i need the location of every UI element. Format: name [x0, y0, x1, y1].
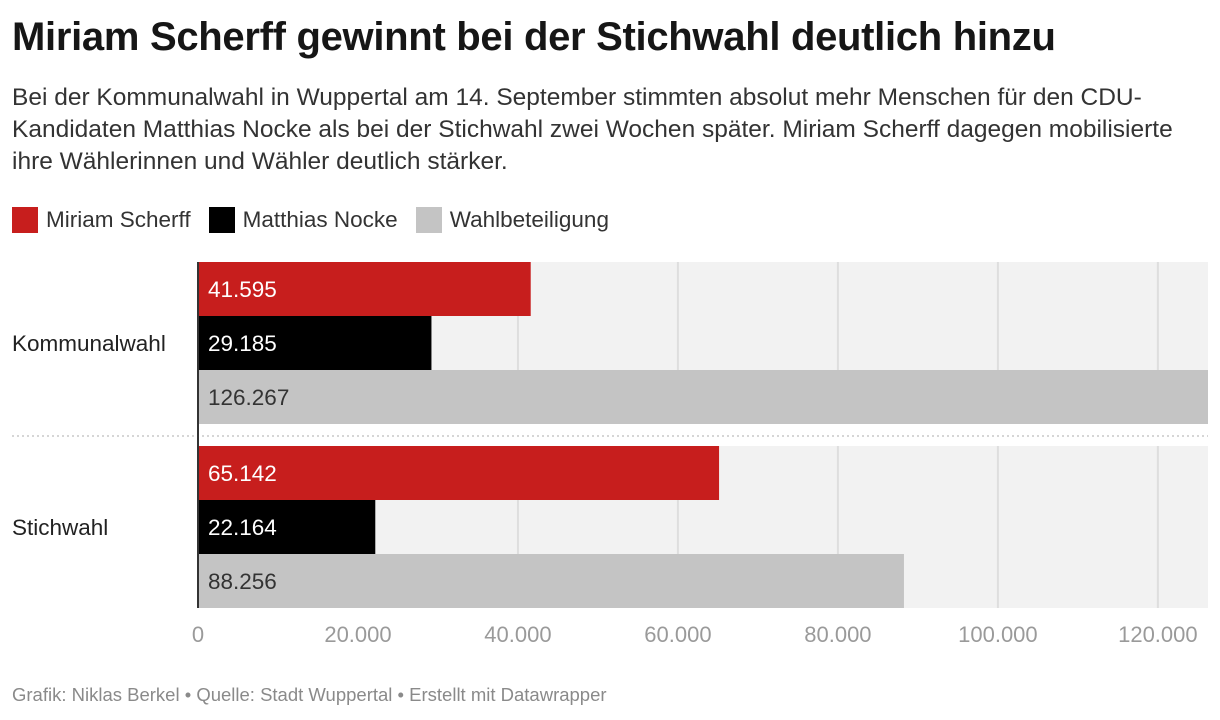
bar-value-label: 126.267: [208, 385, 289, 410]
category-label: Stichwahl: [12, 515, 108, 540]
legend-label-wahlbeteiligung: Wahlbeteiligung: [449, 207, 609, 232]
chart-title: Miriam Scherff gewinnt bei der Stichwahl…: [12, 15, 1056, 59]
legend-swatch-nocke: [208, 207, 235, 233]
legend: Miriam Scherff Matthias Nocke Wahlbeteil…: [12, 204, 627, 236]
category-label: Kommunalwahl: [12, 331, 166, 356]
bar: [198, 370, 1208, 424]
x-tick-label: 40.000: [484, 622, 551, 647]
bar-value-label: 41.595: [208, 277, 277, 302]
x-tick-label: 120.000: [1118, 622, 1198, 647]
bar-chart: 0 20.000 40.000 60.000 80.000 100.000 120.000 4…: [12, 262, 1208, 647]
x-tick-label: 80.000: [804, 622, 871, 647]
x-tick-label: 20.000: [324, 622, 391, 647]
bar: [198, 262, 531, 316]
x-tick-label: 0: [192, 622, 204, 647]
legend-swatch-scherff: [12, 207, 38, 233]
chart-subtitle: Bei der Kommunalwahl in Wuppertal am 14.…: [12, 84, 1173, 175]
legend-item-wahlbeteiligung: Wahlbeteiligung: [415, 207, 609, 233]
bar: [198, 554, 904, 608]
bar: [198, 500, 376, 554]
bar-value-label: 88.256: [208, 569, 277, 594]
bar: [198, 316, 432, 370]
bar-value-label: 29.185: [208, 331, 277, 356]
footer-credits: Grafik: Niklas Berkel • Quelle: Stadt Wu…: [12, 684, 607, 705]
legend-label-scherff: Miriam Scherff: [46, 207, 191, 232]
bar: [198, 446, 720, 500]
legend-item-scherff: Miriam Scherff: [12, 207, 191, 233]
legend-label-nocke: Matthias Nocke: [242, 207, 398, 232]
x-tick-label: 100.000: [958, 622, 1038, 647]
bar-value-label: 65.142: [208, 461, 277, 486]
legend-item-nocke: Matthias Nocke: [208, 207, 398, 233]
bar-value-label: 22.164: [208, 515, 277, 540]
legend-swatch-wahlbeteiligung: [415, 207, 442, 233]
x-tick-label: 60.000: [644, 622, 711, 647]
